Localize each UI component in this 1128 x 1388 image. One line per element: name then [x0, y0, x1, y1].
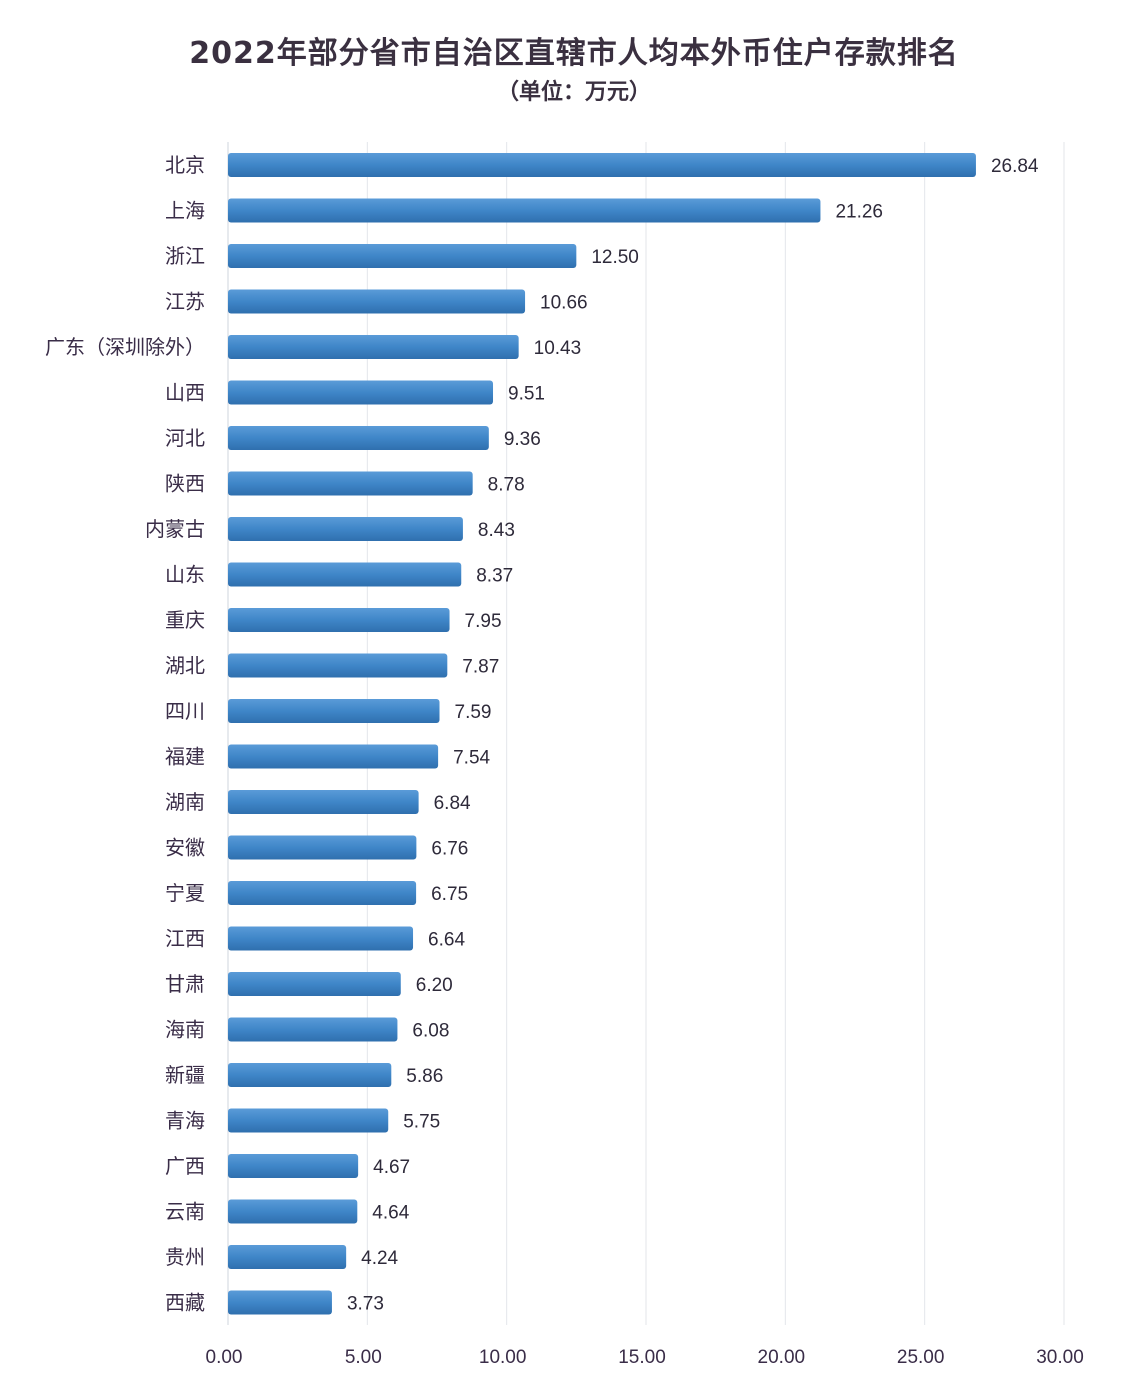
bar [228, 744, 439, 769]
bar [228, 335, 519, 359]
data-label: 4.64 [372, 1203, 409, 1224]
y-category-label: 贵州 [165, 1245, 205, 1269]
data-label: 21.26 [835, 202, 883, 223]
data-label: 8.78 [488, 475, 525, 496]
bar [228, 1108, 389, 1133]
bar [228, 426, 489, 450]
y-category-label: 湖南 [165, 790, 205, 814]
data-label: 10.43 [534, 338, 582, 359]
y-category-label: 四川 [165, 699, 205, 723]
x-tick-label: 15.00 [618, 1347, 666, 1368]
bar [228, 244, 577, 268]
y-category-label: 福建 [165, 745, 205, 769]
y-category-label: 浙江 [165, 244, 205, 268]
y-category-label: 云南 [165, 1200, 205, 1224]
bar [228, 1154, 359, 1178]
bar [228, 1245, 347, 1269]
data-label: 5.75 [403, 1112, 440, 1133]
bar [228, 380, 494, 405]
chart-title: 2022年部分省市自治区直辖市人均本外币住户存款排名 [189, 36, 959, 71]
bar [228, 653, 448, 678]
y-category-label: 海南 [165, 1018, 205, 1042]
bar [228, 972, 401, 996]
y-category-label: 江西 [165, 927, 205, 951]
x-tick-label: 25.00 [897, 1347, 945, 1368]
y-category-label: 广东（深圳除外） [45, 335, 205, 359]
data-label: 9.51 [508, 384, 545, 405]
data-label: 6.64 [428, 930, 465, 951]
y-category-label: 重庆 [165, 608, 205, 632]
bar [228, 1063, 392, 1087]
y-category-label: 青海 [165, 1109, 205, 1133]
bar [228, 1290, 332, 1315]
data-label: 7.87 [462, 657, 499, 678]
data-label: 7.54 [453, 748, 490, 769]
data-label: 6.75 [431, 884, 468, 905]
y-category-label: 新疆 [165, 1063, 205, 1087]
data-label: 6.08 [412, 1021, 449, 1042]
y-category-label: 江苏 [165, 290, 205, 314]
y-category-label: 河北 [165, 426, 205, 450]
y-category-label: 广西 [165, 1154, 205, 1178]
bar [228, 926, 414, 951]
x-tick-label: 10.00 [479, 1347, 527, 1368]
bar [228, 608, 450, 632]
y-category-label: 内蒙古 [145, 517, 205, 541]
y-category-label: 陕西 [165, 472, 205, 496]
bar [228, 562, 462, 587]
bar [228, 1199, 358, 1224]
data-label: 7.95 [465, 611, 502, 632]
data-label: 6.76 [431, 839, 468, 860]
data-label: 3.73 [347, 1294, 384, 1315]
bar [228, 517, 463, 541]
bar [228, 835, 417, 860]
data-label: 8.37 [476, 566, 513, 587]
y-category-label: 山西 [165, 381, 205, 405]
data-label: 7.59 [455, 702, 492, 723]
y-category-label: 安徽 [165, 836, 205, 860]
data-label: 4.67 [373, 1157, 410, 1178]
data-label: 8.43 [478, 520, 515, 541]
chart-subtitle: （单位：万元） [496, 80, 651, 105]
bar [228, 790, 419, 814]
y-category-label: 西藏 [165, 1291, 205, 1315]
y-category-label: 上海 [165, 199, 205, 223]
y-category-label: 北京 [165, 153, 205, 177]
x-tick-label: 20.00 [758, 1347, 806, 1368]
y-category-label: 湖北 [165, 654, 205, 678]
data-label: 6.84 [434, 793, 471, 814]
bar [228, 289, 526, 314]
x-tick-label: 0.00 [206, 1347, 243, 1368]
data-label: 4.24 [361, 1248, 398, 1269]
bar [228, 699, 440, 723]
bar [228, 881, 417, 905]
x-tick-label: 5.00 [345, 1347, 382, 1368]
x-tick-label: 30.00 [1036, 1347, 1084, 1368]
data-label: 5.86 [406, 1066, 443, 1087]
y-category-label: 宁夏 [165, 881, 205, 905]
data-label: 26.84 [991, 156, 1039, 177]
bar [228, 198, 821, 223]
data-label: 6.20 [416, 975, 453, 996]
bar [228, 1017, 398, 1042]
data-label: 10.66 [540, 293, 588, 314]
y-category-label: 山东 [165, 563, 205, 587]
data-label: 12.50 [591, 247, 639, 268]
data-label: 9.36 [504, 429, 541, 450]
bar [228, 153, 976, 177]
bar [228, 471, 473, 496]
y-category-label: 甘肃 [165, 972, 205, 996]
